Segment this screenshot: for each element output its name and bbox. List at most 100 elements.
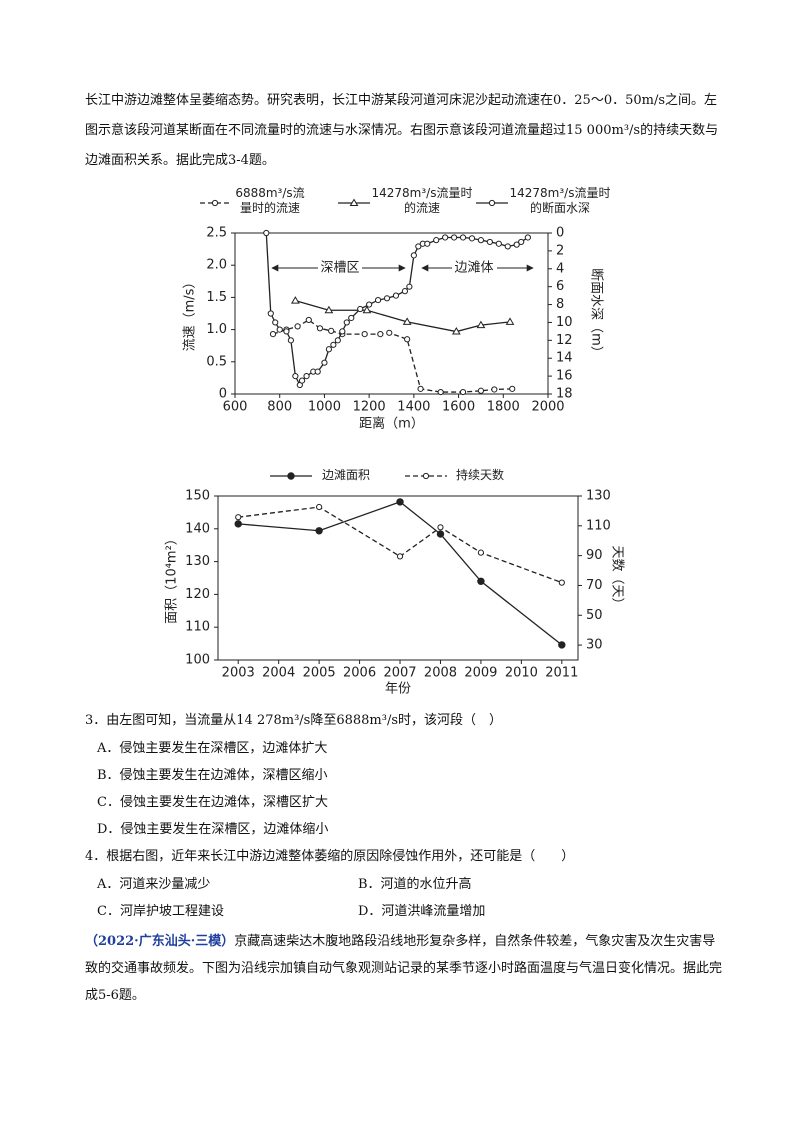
data-point xyxy=(235,514,242,521)
y-tick-label: 0.5 xyxy=(206,354,227,369)
data-point xyxy=(477,387,485,394)
option: B．侵蚀主要发生在边滩体，深槽区缩小 xyxy=(97,768,328,783)
option: D．河道洪峰流量增加 xyxy=(358,904,486,919)
question-stem: 3．由左图可知，当流量从14 278m³/s降至6888m³/s时，该河段（ ） xyxy=(85,713,503,728)
data-point xyxy=(361,331,368,338)
y2-tick-label: 110 xyxy=(586,518,611,533)
y2-tick-label: 16 xyxy=(556,369,573,384)
data-point xyxy=(272,319,279,326)
series-line xyxy=(272,319,513,393)
data-point xyxy=(234,520,242,528)
data-point xyxy=(451,234,458,241)
plot-frame xyxy=(234,232,549,395)
data-point xyxy=(437,524,444,531)
option: A．侵蚀主要发生在深槽区，边滩体扩大 xyxy=(97,741,328,756)
data-point xyxy=(321,359,328,366)
x-axis-label: 距离（m） xyxy=(359,416,424,432)
y2-tick-label: 2 xyxy=(556,243,564,258)
data-point xyxy=(276,326,283,333)
x-tick-label: 2005 xyxy=(303,666,336,681)
data-point xyxy=(401,288,409,295)
data-point xyxy=(269,331,277,338)
data-point xyxy=(477,549,485,556)
data-point xyxy=(442,234,449,241)
data-point xyxy=(303,373,310,380)
y2-tick-label: 14 xyxy=(556,351,573,366)
data-point xyxy=(292,373,299,380)
legend-marker xyxy=(488,199,496,207)
data-point xyxy=(290,296,300,304)
data-point xyxy=(357,305,364,313)
data-point xyxy=(298,377,306,384)
data-point xyxy=(486,238,493,246)
series-line xyxy=(265,232,529,387)
data-point xyxy=(518,238,525,246)
legend-label: 14278m³/s流量时的流速 xyxy=(371,186,473,215)
option: C．河岸护坡工程建设 xyxy=(97,904,224,919)
option: C．侵蚀主要发生在边滩体，深槽区扩大 xyxy=(97,795,328,810)
x-tick-label: 2004 xyxy=(262,666,295,681)
data-point xyxy=(437,388,444,396)
x-tick-label: 2010 xyxy=(505,666,538,681)
data-point xyxy=(343,319,350,326)
data-point xyxy=(267,310,274,317)
data-point xyxy=(396,553,404,560)
passage-text: 京藏高速柴达木腹地路段沿线地形复杂多样，自然条件较差，气象灾害及次生灾害导致的交… xyxy=(85,934,723,1003)
annotation: 深槽区 xyxy=(320,261,359,276)
y-tick-label: 2.0 xyxy=(206,258,227,273)
data-point xyxy=(374,296,382,304)
data-point xyxy=(392,292,400,299)
x-tick-label: 1000 xyxy=(308,400,341,415)
data-point xyxy=(366,301,373,308)
plot-frame xyxy=(217,495,579,661)
data-point xyxy=(330,341,337,348)
data-point xyxy=(424,240,431,247)
passage: （2022·广东汕头·三模）京藏高速柴达木腹地路段沿线地形复杂多样，自然条件较差… xyxy=(85,928,725,1009)
x-tick-label: 2006 xyxy=(343,666,376,681)
data-point xyxy=(339,328,346,335)
data-point xyxy=(316,325,324,332)
y-tick-label: 140 xyxy=(185,521,210,536)
series-line xyxy=(238,501,563,646)
data-point xyxy=(468,235,476,242)
x-tick-label: 2007 xyxy=(383,666,416,681)
question-stem: 4．根据右图，近年来长江中游边滩整体萎缩的原因除侵蚀作用外，还可能是（ ） xyxy=(85,849,575,864)
data-point xyxy=(509,385,516,392)
y-axis-label: 流速（m/s） xyxy=(183,276,198,352)
data-point xyxy=(386,329,393,336)
data-point xyxy=(491,386,498,393)
y-tick-label: 2.5 xyxy=(206,226,227,241)
data-point xyxy=(433,237,440,244)
data-point xyxy=(362,305,372,314)
data-point xyxy=(451,327,461,335)
option: B．河道的水位升高 xyxy=(358,877,472,892)
data-point xyxy=(396,498,404,506)
y2-tick-label: 4 xyxy=(556,261,564,276)
y-tick-label: 1.0 xyxy=(206,322,227,337)
data-point xyxy=(558,641,566,649)
y2-axis-label: 天数（天） xyxy=(610,545,625,610)
y2-tick-label: 50 xyxy=(586,608,603,623)
y-axis-label: 面积（10⁴m²） xyxy=(165,532,180,624)
y2-tick-label: 30 xyxy=(586,638,603,653)
data-point xyxy=(477,237,485,244)
x-tick-label: 2009 xyxy=(464,666,497,681)
data-point xyxy=(524,234,531,241)
y-tick-label: 120 xyxy=(185,587,210,602)
y2-tick-label: 10 xyxy=(556,315,573,330)
legend-label: 6888m³/s流量时的流速 xyxy=(235,186,305,215)
data-point xyxy=(415,243,422,250)
data-point xyxy=(436,530,445,538)
x-tick-label: 1800 xyxy=(487,400,520,415)
data-point xyxy=(283,328,290,335)
data-point xyxy=(263,229,270,237)
annotation: 边滩体 xyxy=(454,261,493,276)
y2-tick-label: 12 xyxy=(556,333,573,348)
data-point xyxy=(383,295,391,302)
x-tick-label: 1600 xyxy=(442,400,475,415)
x-axis-label: 年份 xyxy=(385,682,411,697)
y-tick-label: 1.5 xyxy=(206,290,227,305)
x-tick-label: 800 xyxy=(267,400,292,415)
